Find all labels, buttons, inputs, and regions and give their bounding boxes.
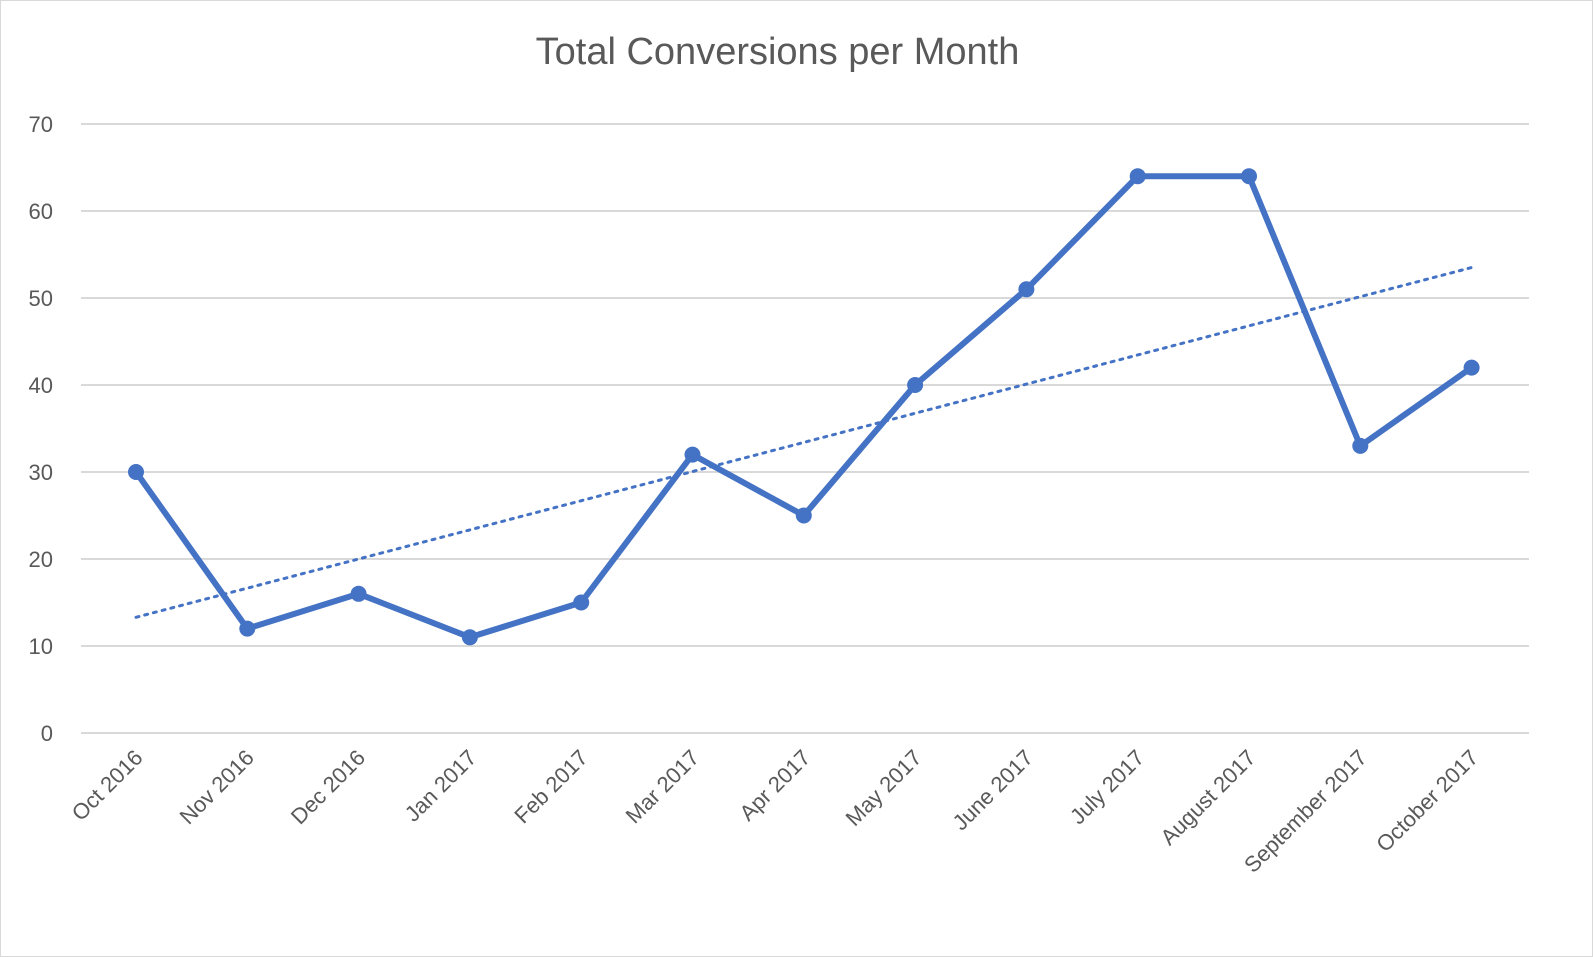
y-tick-label: 60: [29, 199, 53, 224]
data-point: [461, 629, 478, 646]
series-line: [133, 173, 1475, 641]
data-point: [350, 585, 367, 602]
data-point: [1129, 168, 1146, 185]
x-tick-label: Jan 2017: [400, 745, 482, 827]
data-point: [1241, 168, 1257, 185]
data-point: [1463, 359, 1480, 376]
y-tick-label: 10: [29, 634, 53, 659]
x-tick-label: Oct 2016: [67, 745, 148, 826]
data-point: [1018, 281, 1035, 298]
x-tick-label: June 2017: [948, 745, 1038, 835]
x-tick-label: July 2017: [1065, 745, 1149, 829]
y-axis-ticks: 0 10 20 30 40 50 60 70: [29, 112, 53, 746]
data-point: [239, 620, 256, 637]
x-tick-label: Dec 2016: [286, 745, 370, 829]
x-axis-ticks: Oct 2016 Nov 2016 Dec 2016 Jan 2017 Feb 2017…: [67, 745, 1483, 878]
y-tick-label: 0: [41, 721, 53, 746]
gridlines: [81, 123, 1529, 734]
x-tick-label: Nov 2016: [175, 745, 259, 829]
x-tick-label: May 2017: [841, 745, 927, 831]
y-tick-label: 70: [29, 112, 53, 137]
y-tick-label: 40: [29, 373, 53, 398]
x-tick-label: September 2017: [1239, 745, 1372, 878]
x-tick-label: Mar 2017: [621, 745, 704, 828]
x-tick-label: Apr 2017: [735, 745, 816, 826]
x-tick-label: October 2017: [1371, 745, 1483, 857]
data-point: [128, 464, 144, 480]
series-layer: [128, 168, 1480, 646]
data-point: [573, 594, 590, 611]
data-point: [1352, 437, 1369, 454]
trendline-layer: [134, 266, 1474, 619]
x-tick-label: August 2017: [1155, 745, 1260, 850]
trendline: [134, 266, 1474, 619]
chart-title: Total Conversions per Month: [535, 31, 1020, 73]
y-tick-label: 30: [29, 460, 53, 485]
data-point: [907, 377, 924, 393]
y-tick-label: 50: [29, 286, 53, 311]
x-tick-label: Feb 2017: [509, 745, 592, 828]
data-point: [684, 446, 701, 463]
data-point: [795, 507, 812, 524]
y-tick-label: 20: [29, 547, 53, 572]
